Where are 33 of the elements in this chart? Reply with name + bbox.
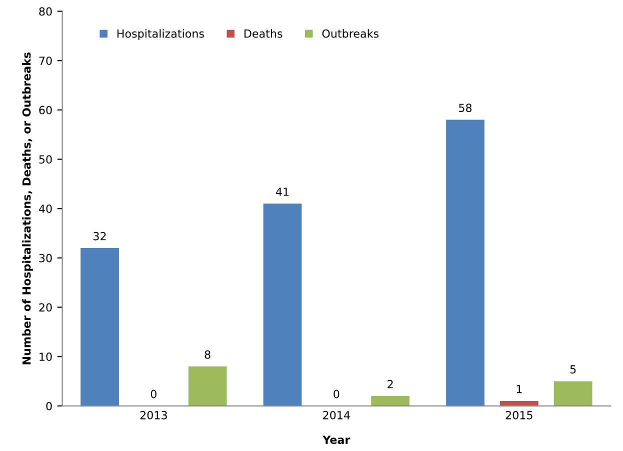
data-label: 0 xyxy=(150,390,156,398)
bar xyxy=(263,204,302,406)
y-tick-label: 80 xyxy=(39,7,52,16)
data-label: 58 xyxy=(459,104,472,112)
x-axis-title: Year xyxy=(322,436,350,444)
y-tick-label: 30 xyxy=(39,254,52,262)
y-tick-label: 40 xyxy=(38,204,52,213)
x-tick-label: 2013 xyxy=(140,410,167,420)
data-label: 5 xyxy=(570,365,576,374)
y-tick-label: 50 xyxy=(39,155,52,164)
data-label: 8 xyxy=(204,350,210,359)
y-tick-label: 10 xyxy=(40,352,52,361)
y-tick-label: 70 xyxy=(39,56,52,65)
y-tick-label: 20 xyxy=(39,303,52,312)
data-label: 41 xyxy=(276,188,289,196)
bar xyxy=(554,381,592,406)
x-tick-label: 2014 xyxy=(323,410,350,420)
bar xyxy=(188,366,227,406)
x-tick-label: 2015 xyxy=(506,410,532,420)
bar xyxy=(500,400,538,406)
bar xyxy=(80,248,119,406)
y-tick-label: 60 xyxy=(39,106,52,114)
data-label: 2 xyxy=(388,380,393,388)
data-label: 0 xyxy=(334,390,340,398)
y-axis-title: Number of Hospitalizations, Deaths, or Outbreaks xyxy=(22,52,33,364)
data-label: 32 xyxy=(94,232,106,240)
legend-label: Outbreaks xyxy=(322,29,379,38)
legend-label: Hospitalizations xyxy=(117,29,204,40)
legend-label: Deaths xyxy=(244,29,282,38)
bar xyxy=(371,396,410,406)
bar xyxy=(446,120,484,406)
data-label: 1 xyxy=(516,385,522,394)
y-tick-label: 0 xyxy=(46,402,52,410)
